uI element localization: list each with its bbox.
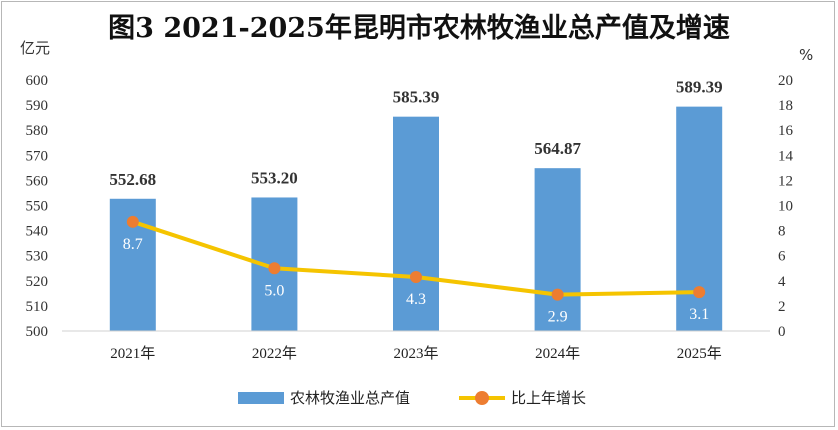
x-tick-label-4: 2025年: [677, 345, 722, 362]
x-tick-label-2: 2023年: [393, 345, 438, 362]
y-right-tick-2: 4: [778, 274, 786, 290]
y-right-tick-10: 20: [778, 73, 793, 89]
y-right-tick-8: 16: [778, 123, 794, 139]
legend-label-growth: 比上年增长: [511, 389, 587, 407]
growth-point-3: [551, 288, 564, 301]
growth-point-2: [410, 271, 422, 284]
y-right-tick-9: 18: [778, 98, 793, 114]
legend-marker: [475, 390, 489, 405]
bar-value-label-1: 553.20: [251, 168, 298, 187]
y-left-tick-2: 520: [26, 274, 49, 290]
y-right-tick-4: 8: [778, 224, 786, 240]
y-right-tick-6: 12: [778, 173, 793, 189]
y-left-tick-1: 510: [26, 299, 49, 315]
y-right-tick-0: 0: [778, 324, 786, 340]
y-right-tick-5: 10: [778, 199, 793, 215]
growth-value-label-0: 8.7: [123, 236, 143, 253]
x-tick-label-1: 2022年: [252, 345, 297, 362]
chart-legend: 农林牧渔业总产值 比上年增长: [0, 387, 838, 411]
y-right-unit: %: [799, 46, 813, 64]
y-left-tick-0: 500: [26, 324, 49, 340]
legend-bar-swatch: [238, 391, 284, 404]
growth-value-label-4: 3.1: [689, 306, 709, 323]
bar-value-label-0: 552.68: [109, 170, 156, 189]
growth-value-label-1: 5.0: [264, 282, 284, 299]
y-left-tick-7: 570: [26, 148, 49, 164]
y-right-tick-1: 2: [778, 299, 786, 315]
growth-point-0: [126, 215, 139, 228]
legend-line-swatch: [459, 390, 505, 405]
y-left-tick-4: 540: [26, 224, 49, 240]
y-right-tick-3: 6: [778, 249, 786, 265]
x-tick-label-3: 2024年: [535, 345, 580, 362]
bar-value-label-4: 589.39: [676, 78, 723, 97]
growth-point-1: [268, 262, 281, 275]
x-tick-label-0: 2021年: [110, 345, 155, 362]
y-left-tick-8: 580: [26, 123, 49, 139]
bar-value-label-2: 585.39: [393, 88, 440, 107]
y-right-tick-7: 14: [778, 148, 794, 164]
y-left-tick-10: 600: [26, 73, 49, 89]
legend-item-output: 农林牧渔业总产值: [238, 387, 410, 408]
growth-value-label-3: 2.9: [548, 309, 568, 326]
y-left-unit: 亿元: [20, 39, 50, 57]
y-left-tick-9: 590: [26, 98, 49, 114]
y-left-tick-6: 560: [26, 173, 49, 189]
legend-label-output: 农林牧渔业总产值: [290, 389, 411, 407]
chart-title: 图3 2021-2025年昆明市农林牧渔业总产值及增速: [108, 13, 730, 44]
growth-point-4: [693, 286, 706, 299]
growth-value-label-2: 4.3: [406, 291, 426, 308]
bar-2: [393, 116, 439, 331]
y-left-tick-3: 530: [26, 249, 49, 265]
bar-value-label-3: 564.87: [534, 139, 581, 158]
y-left-tick-5: 550: [26, 199, 49, 215]
legend-item-growth: 比上年增长: [459, 387, 586, 408]
bar-3: [534, 168, 581, 331]
